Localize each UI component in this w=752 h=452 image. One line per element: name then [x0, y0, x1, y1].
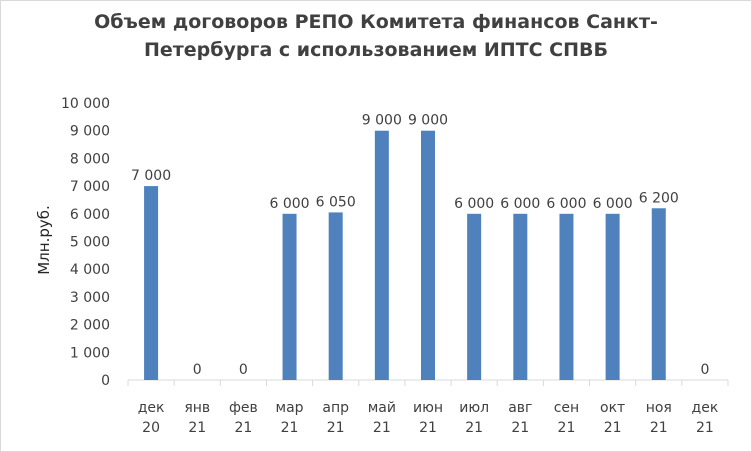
x-tick-label: янв: [184, 400, 210, 416]
y-tick-label: 10 000: [61, 96, 110, 112]
y-tick-label: 3 000: [70, 290, 110, 306]
data-label: 9 000: [362, 113, 402, 129]
data-label: 6 000: [269, 196, 309, 212]
x-tick-label: сен: [554, 400, 579, 416]
x-tick-label: 21: [373, 420, 391, 436]
x-tick-label: авг: [508, 400, 532, 416]
bar: [328, 212, 343, 380]
x-tick-label: 20: [142, 420, 160, 436]
y-tick-label: 0: [101, 373, 110, 389]
x-tick-label: 21: [188, 420, 206, 436]
x-tick-label: 21: [650, 420, 668, 436]
chart-title: Объем договоров РЕПО Комитета финансов С…: [94, 11, 658, 61]
x-tick-label: май: [368, 400, 396, 416]
bar: [559, 213, 574, 380]
y-tick-label: 2 000: [70, 318, 110, 334]
bar: [421, 130, 435, 380]
x-tick-label: ноя: [646, 400, 672, 416]
data-label: 6 200: [639, 190, 679, 206]
y-tick-label: 4 000: [70, 262, 110, 278]
data-label: 0: [700, 362, 709, 378]
data-label: 6 000: [593, 196, 633, 212]
data-label: 6 000: [500, 196, 540, 212]
x-tick-label: июл: [459, 400, 489, 416]
data-label: 0: [193, 362, 202, 378]
bar: [374, 130, 389, 380]
y-tick-label: 1 000: [70, 345, 110, 361]
data-label: 6 000: [454, 196, 494, 212]
bar: [282, 213, 297, 380]
x-tick-label: 21: [604, 420, 622, 436]
data-label: 6 050: [316, 194, 356, 210]
bar: [605, 213, 620, 380]
x-tick-label: 21: [511, 420, 529, 436]
x-tick-label: дек: [138, 400, 165, 416]
x-tick-label: 21: [558, 420, 576, 436]
x-tick-label: июн: [413, 400, 443, 416]
y-tick-label: 7 000: [70, 179, 110, 195]
data-label: 9 000: [408, 113, 448, 129]
bar: [467, 213, 482, 380]
data-label: 7 000: [131, 168, 171, 184]
x-tick-label: 21: [281, 420, 299, 436]
y-tick-label: 9 000: [70, 124, 110, 140]
x-tick-label: окт: [600, 400, 625, 416]
y-tick-label: 6 000: [70, 207, 110, 223]
data-label: 0: [239, 362, 248, 378]
data-label: 6 000: [546, 196, 586, 212]
bar: [651, 208, 666, 380]
bar: [513, 213, 528, 380]
x-tick-label: мар: [276, 400, 304, 416]
bar: [144, 186, 159, 380]
x-tick-label: 21: [327, 420, 345, 436]
x-tick-label: апр: [322, 400, 349, 416]
y-tick-label: 8 000: [70, 151, 110, 167]
x-tick-label: 21: [234, 420, 252, 436]
x-tick-label: 21: [419, 420, 437, 436]
x-tick-label: дек: [692, 400, 719, 416]
y-tick-label: 5 000: [70, 235, 110, 251]
x-tick-label: фев: [229, 400, 258, 416]
x-tick-label: 21: [696, 420, 714, 436]
x-tick-label: 21: [465, 420, 483, 436]
